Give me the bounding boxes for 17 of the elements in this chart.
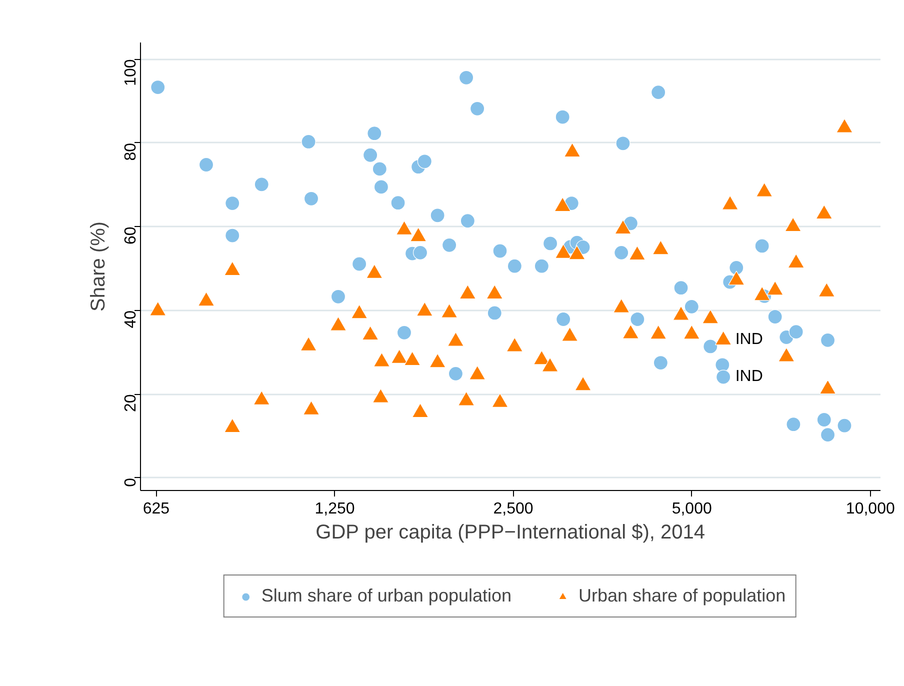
x-tick-label: 10,000	[846, 500, 895, 518]
y-tick-label: 60	[122, 226, 140, 245]
y-tick-label: 20	[122, 394, 140, 412]
legend-label: Urban share of population	[578, 586, 786, 606]
x-tick-label: 1,250	[314, 500, 355, 518]
legend-label: Slum share of urban population	[261, 586, 512, 606]
y-tick-label: 40	[122, 310, 140, 328]
y-axis-title: Share (%)	[88, 221, 110, 312]
annotation: IND	[735, 368, 763, 386]
x-tick-label: 625	[142, 500, 170, 518]
y-tick-label: 0	[122, 478, 140, 487]
x-tick-label: 5,000	[672, 500, 712, 518]
annotation: IND	[735, 331, 763, 348]
y-tick-label: 100	[122, 59, 140, 86]
x-tick-label: 2,500	[493, 500, 534, 518]
y-tick-label: 80	[122, 142, 140, 161]
x-axis-title: GDP per capita (PPP−International $), 2014	[316, 522, 705, 544]
